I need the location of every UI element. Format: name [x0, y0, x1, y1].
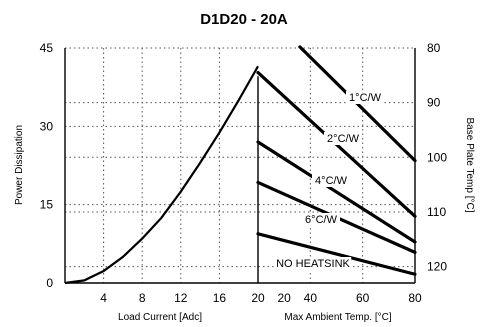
curve-label-background: [346, 91, 384, 104]
tick-labels: 0 15 30 45 4 8 12 16 20 20 40 60 80 80 90 100 110 120: [40, 41, 448, 305]
right-y-tick-label: 90: [427, 96, 441, 110]
right-y-tick-label: 120: [427, 260, 447, 274]
right-y-tick-label: 80: [427, 41, 441, 55]
curve-label: 1°C/W: [349, 92, 382, 104]
curve-label: 2°C/W: [327, 133, 360, 145]
curve-label-background: [312, 174, 350, 187]
curve-label-background: [302, 213, 340, 226]
left-x-tick-label: 8: [139, 291, 146, 305]
grid: [65, 47, 415, 283]
right-x-tick-label: 40: [304, 291, 318, 305]
right-x-tick-label: 20: [277, 291, 291, 305]
curve-label: 4°C/W: [315, 175, 348, 187]
curve-label-background: [324, 132, 362, 145]
left-x-tick-label: 16: [213, 291, 227, 305]
left-x-axis-label: Load Current [Adc]: [118, 312, 202, 323]
right-y-tick-label: 110: [427, 205, 446, 219]
power-dissipation-curve: [64, 65, 259, 285]
left-y-tick-label: 15: [40, 198, 54, 212]
left-x-tick-label: 4: [100, 291, 107, 305]
heatsink-line: [256, 140, 417, 244]
right-y-axis-label: Base Plate Temp [°C]: [464, 118, 475, 213]
left-x-tick-label: 12: [174, 291, 188, 305]
heatsink-line: [256, 232, 417, 276]
chart-title: D1D20 - 20A: [200, 11, 288, 28]
curve-label-background: [274, 257, 352, 270]
right-x-axis-label: Max Ambient Temp. [°C]: [284, 312, 391, 323]
series: 1°C/W 2°C/W 4°C/W 6°C/W NO HEATSINK: [64, 45, 417, 285]
curve-label: NO HEATSINK: [276, 258, 350, 270]
left-y-axis-label: Power Dissipation: [14, 125, 25, 205]
right-x-tick-label: 80: [408, 291, 422, 305]
left-y-tick-label: 0: [46, 276, 53, 290]
right-x-tick-label: 60: [356, 291, 370, 305]
curve-label: 6°C/W: [305, 214, 338, 226]
left-x-tick-label: 20: [251, 291, 265, 305]
left-y-tick-label: 30: [40, 119, 54, 133]
left-y-tick-label: 45: [40, 41, 54, 55]
right-y-tick-label: 100: [427, 150, 447, 164]
axes: [64, 48, 416, 284]
